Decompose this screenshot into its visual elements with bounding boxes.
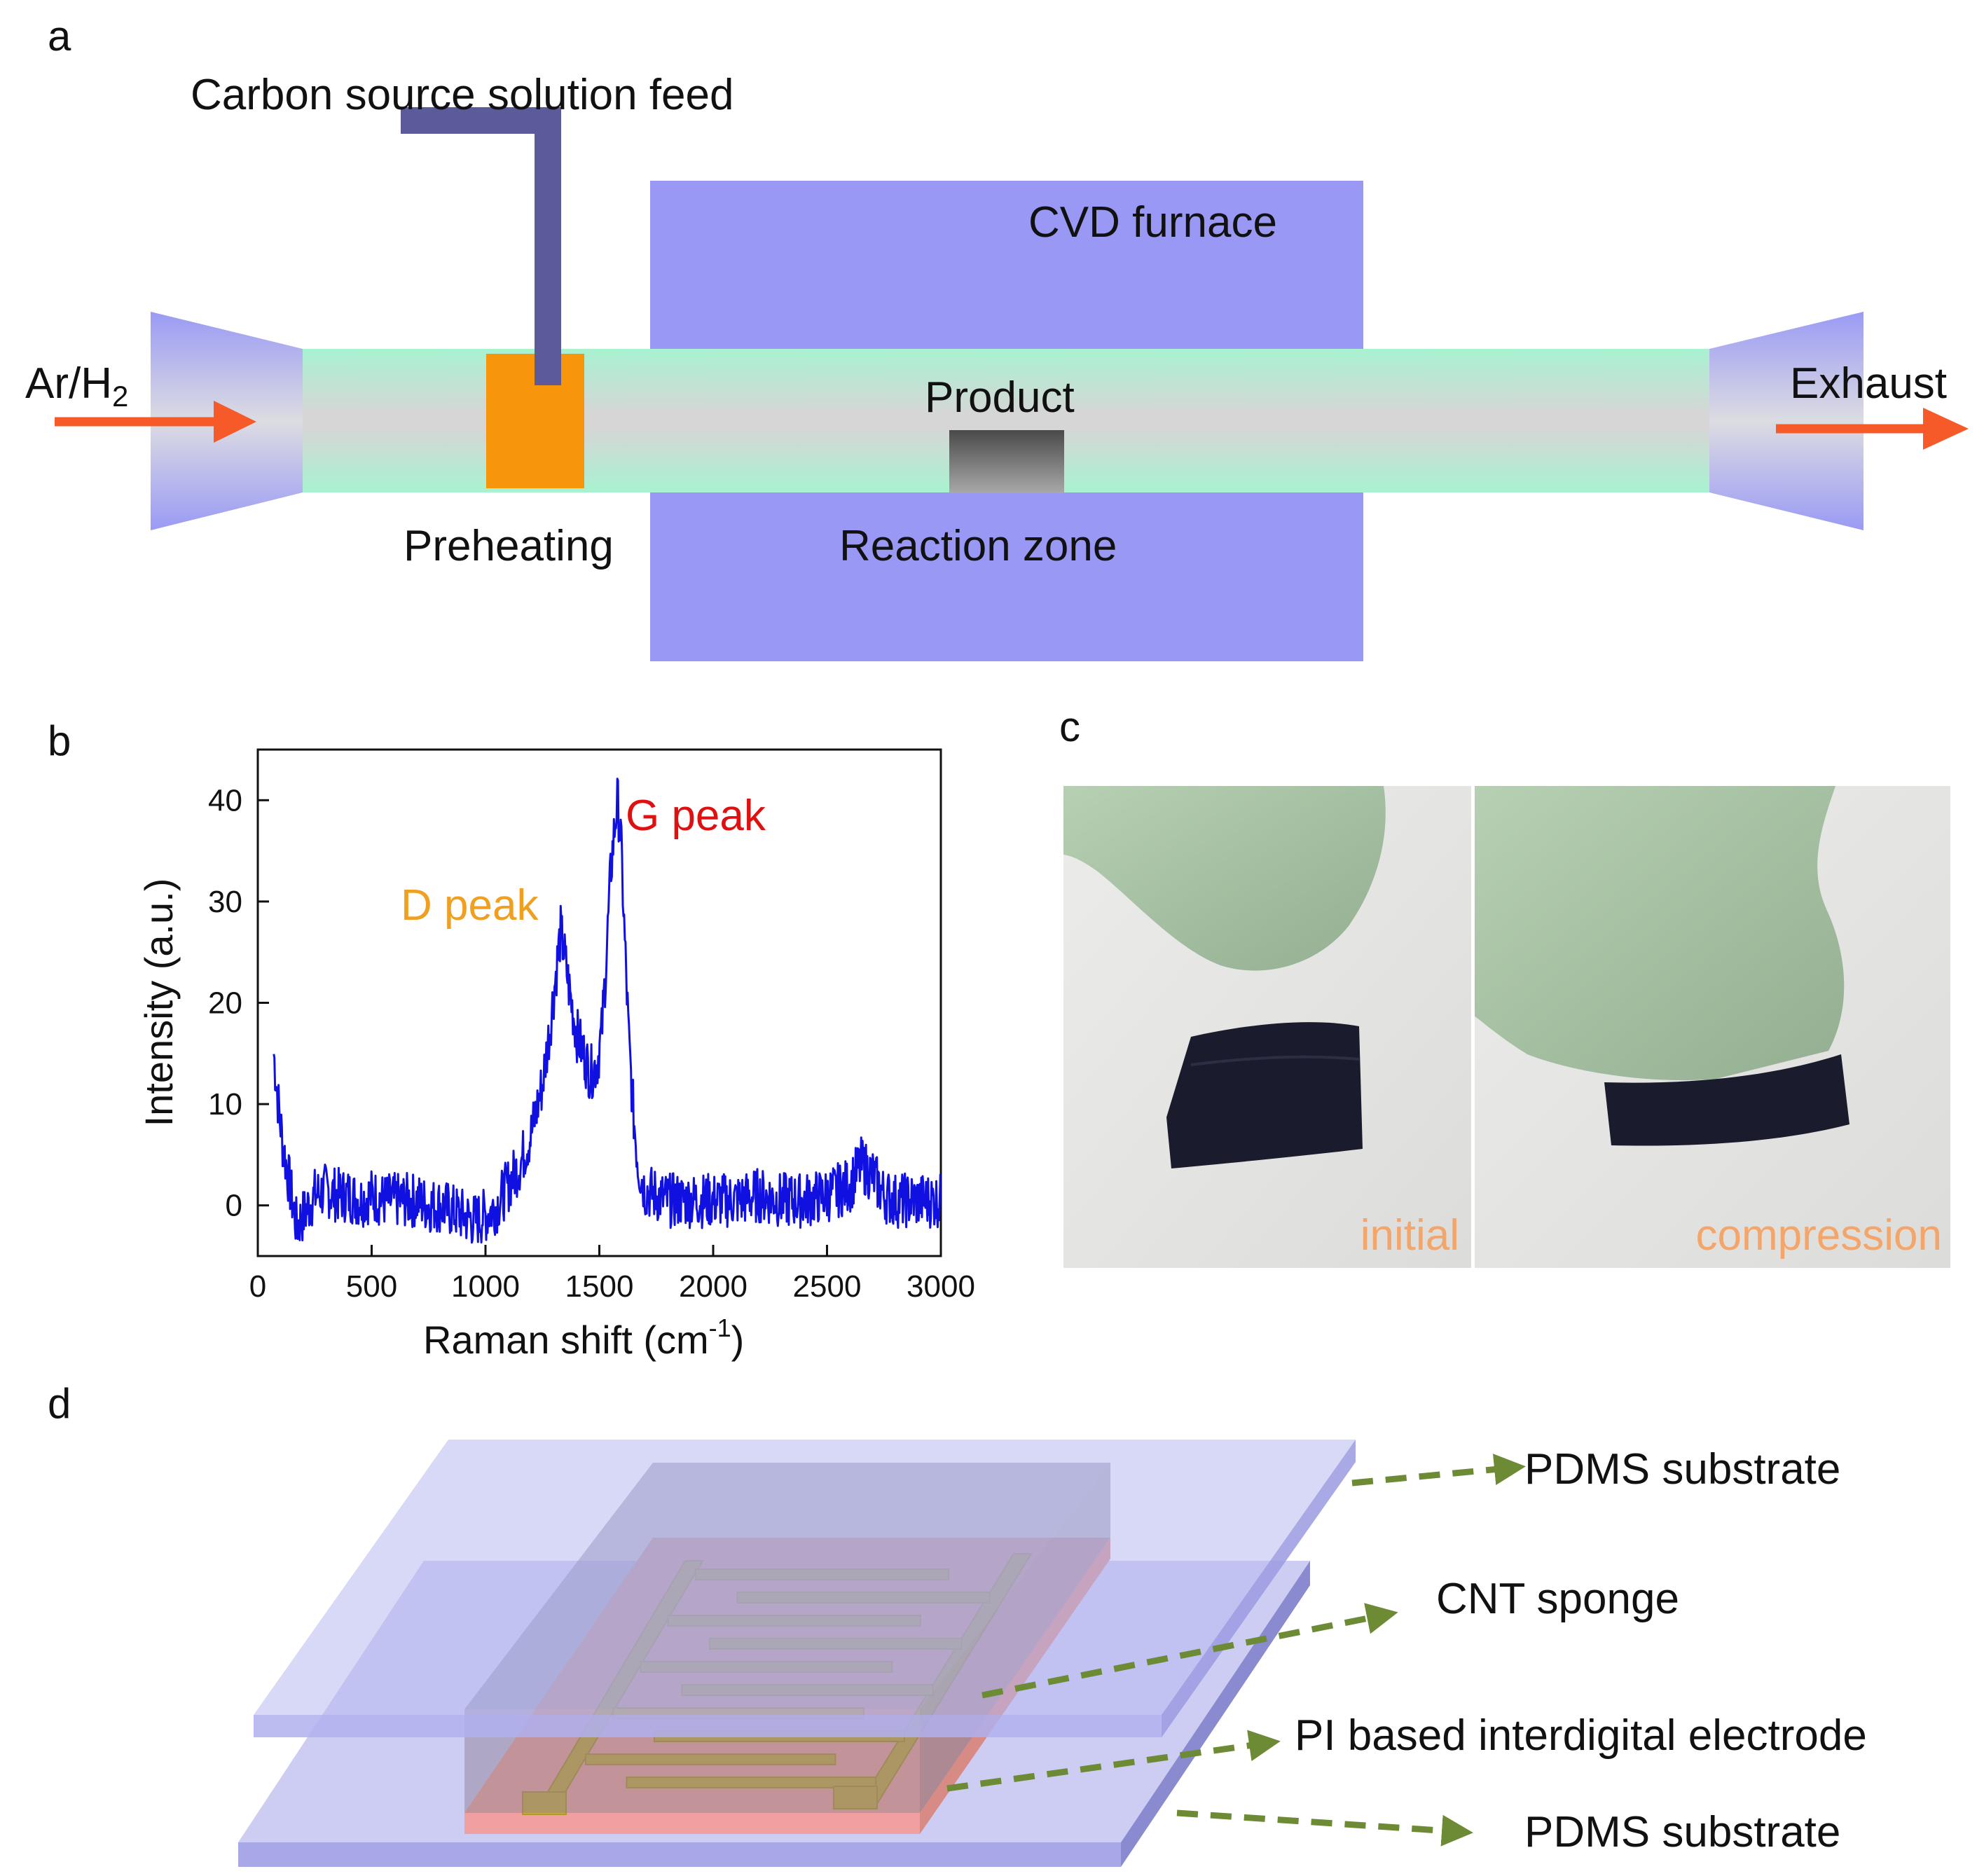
x-tick-label: 2500 <box>793 1269 862 1304</box>
panel-b: b 0 500 1000 1500 2000 2500 3000 0 10 20 30 40 D p… <box>48 717 975 1362</box>
glove-finger-initial <box>1063 786 1386 971</box>
y-tick-label: 30 <box>208 885 242 919</box>
arrow-bottom-pdms <box>1176 1809 1473 1847</box>
raman-spectrum-line <box>273 778 941 1244</box>
arrow-cnt-sponge <box>981 1603 1398 1699</box>
x-axis-ticks: 0 500 1000 1500 2000 2500 3000 <box>249 1245 975 1304</box>
inlet-gas-label: Ar/H2 <box>25 359 128 413</box>
photo-initial: initial <box>1063 786 1471 1268</box>
electrode-finger <box>584 1753 836 1765</box>
product-sample <box>949 430 1064 493</box>
y-tick-label: 0 <box>226 1189 242 1223</box>
x-tick-label: 500 <box>346 1269 397 1304</box>
x-tick-label: 1000 <box>451 1269 520 1304</box>
electrode-finger <box>626 1777 877 1788</box>
d-peak-label: D peak <box>401 881 539 930</box>
panel-b-letter: b <box>48 717 71 764</box>
arrow-electrode <box>946 1730 1281 1792</box>
panel-a-letter: a <box>48 13 71 60</box>
arrow-top-pdms <box>1351 1454 1526 1487</box>
electrode-pad-right <box>833 1786 878 1809</box>
pdms-top <box>254 1440 1356 1737</box>
electrode-label: PI based interdigital electrode <box>1295 1711 1867 1760</box>
photo-divider <box>1471 786 1475 1268</box>
photo-compression: compression <box>1474 786 1950 1268</box>
g-peak-label: G peak <box>626 792 766 840</box>
compression-label: compression <box>1696 1211 1942 1260</box>
x-tick-label: 3000 <box>907 1269 975 1304</box>
y-axis-label: Intensity (a.u.) <box>137 878 181 1127</box>
panel-c: c initial compression <box>1059 703 1950 1268</box>
cnt-sponge-compressed <box>1604 1054 1849 1146</box>
furnace-label: CVD furnace <box>1028 198 1277 247</box>
x-tick-label: 1500 <box>565 1269 634 1304</box>
product-label: Product <box>925 373 1075 422</box>
exhaust-label: Exhaust <box>1790 359 1947 408</box>
y-tick-label: 10 <box>208 1087 242 1122</box>
panel-a: a Carbon source solution feed CVD furnac… <box>25 13 1969 661</box>
bottom-pdms-label: PDMS substrate <box>1524 1808 1840 1856</box>
reaction-zone-label: Reaction zone <box>839 522 1117 570</box>
electrode-pad-left <box>522 1791 567 1815</box>
feed-label: Carbon source solution feed <box>191 71 733 119</box>
preheating-label: Preheating <box>404 522 614 570</box>
outlet-cone <box>1709 312 1864 530</box>
panel-d-letter: d <box>48 1380 71 1427</box>
inlet-arrow-head <box>214 401 256 443</box>
initial-label: initial <box>1360 1211 1459 1260</box>
cnt-sponge-label: CNT sponge <box>1436 1575 1679 1623</box>
y-tick-label: 20 <box>208 986 242 1021</box>
panel-c-letter: c <box>1059 703 1080 750</box>
glove-finger-compression <box>1474 786 1845 1081</box>
y-axis-ticks: 0 10 20 30 40 <box>208 783 269 1223</box>
exhaust-arrow-head <box>1923 408 1969 450</box>
y-tick-label: 40 <box>208 783 242 818</box>
top-pdms-label: PDMS substrate <box>1524 1445 1840 1494</box>
panel-d: d <box>48 1380 1867 1867</box>
x-tick-label: 0 <box>249 1269 266 1304</box>
x-tick-label: 2000 <box>679 1269 748 1304</box>
x-axis-label: Raman shift (cm-1) <box>423 1313 744 1362</box>
cnt-sponge-initial <box>1166 1022 1363 1168</box>
feed-pipe <box>401 107 561 385</box>
